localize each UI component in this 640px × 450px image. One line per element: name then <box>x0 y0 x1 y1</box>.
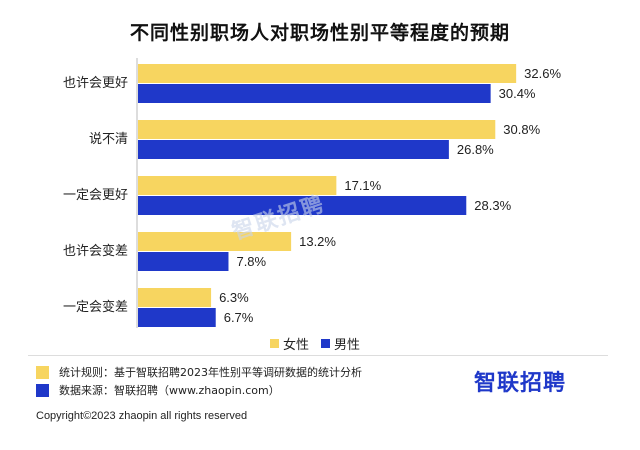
value-label: 17.1% <box>344 178 381 193</box>
stats-rule-note: 统计规则：基于智联招聘2023年性别平等调研数据的统计分析 <box>36 364 362 380</box>
bar-female <box>138 288 212 307</box>
bar-male <box>138 140 449 159</box>
zhaopin-logo: 智联招聘 <box>474 371 567 396</box>
footer-divider <box>28 355 608 356</box>
data-source-note: 数据来源：智联招聘（www.zhaopin.com） <box>36 382 280 398</box>
legend-item-male: 男性 <box>321 334 360 353</box>
value-label: 30.4% <box>499 86 536 101</box>
value-label: 6.7% <box>224 310 254 325</box>
value-label: 6.3% <box>219 290 249 305</box>
category-label: 一定会更好 <box>63 188 128 203</box>
note-marker-blue <box>36 383 49 397</box>
bar-male <box>138 252 229 271</box>
bar-chart: 也许会更好 32.6% 30.4% 说不清 30.8% 26.8% 一定会更好 17.1% 28… <box>63 58 561 328</box>
chart-title: 不同性别职场人对职场性别平等程度的预期 <box>129 22 510 44</box>
value-label: 28.3% <box>474 198 511 213</box>
note-marker-yellow <box>36 365 49 379</box>
bar-female <box>138 120 496 139</box>
bar-female <box>138 64 517 83</box>
category-label: 也许会变差 <box>63 243 128 259</box>
bar-female <box>138 176 337 195</box>
legend-label-male: 男性 <box>334 338 361 353</box>
bar-male <box>138 308 216 327</box>
bar-female <box>138 232 292 251</box>
legend: 女性 男性 <box>270 334 372 353</box>
legend-swatch-male <box>321 339 331 348</box>
value-label: 32.6% <box>524 66 561 81</box>
legend-swatch-female <box>270 339 279 348</box>
category-label: 说不清 <box>89 132 128 147</box>
stats-rule-text: 统计规则：基于智联招聘2023年性别平等调研数据的统计分析 <box>59 366 362 379</box>
copyright-text: Copyright©2023 zhaopin all rights reserv… <box>36 410 248 422</box>
legend-label-female: 女性 <box>283 338 310 353</box>
value-label: 7.8% <box>236 254 266 269</box>
category-label: 也许会更好 <box>63 76 128 91</box>
value-label: 30.8% <box>503 122 540 137</box>
bar-male <box>138 84 491 103</box>
legend-item-female: 女性 <box>270 334 309 353</box>
value-label: 13.2% <box>299 234 336 249</box>
category-label: 一定会变差 <box>63 299 128 315</box>
data-source-text: 数据来源：智联招聘（www.zhaopin.com） <box>59 384 280 397</box>
bar-male <box>138 196 467 215</box>
value-label: 26.8% <box>457 142 494 157</box>
